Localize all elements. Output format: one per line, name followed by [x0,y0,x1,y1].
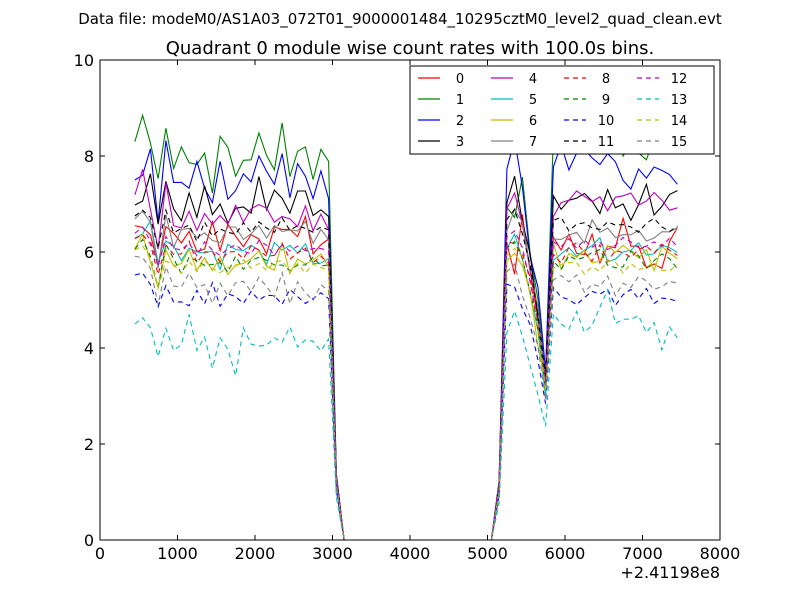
legend-label-7: 7 [529,135,537,150]
legend-label-5: 5 [529,93,537,108]
legend-label-11: 11 [598,135,615,150]
series-line-11 [134,208,678,541]
legend-label-0: 0 [456,72,464,87]
series-line-13 [134,288,678,541]
series-line-15 [134,255,678,541]
legend-label-3: 3 [456,135,464,150]
legend-label-4: 4 [529,72,537,87]
x-tick-label: 3000 [312,544,353,563]
x-tick-label: 4000 [390,544,431,563]
legend-label-6: 6 [529,114,537,129]
series-line-8 [134,234,678,541]
y-tick-label: 10 [74,51,94,70]
legend-label-8: 8 [602,72,610,87]
x-tick-label: 5000 [467,544,508,563]
y-tick-label: 4 [84,339,94,358]
chart-title: Quadrant 0 module wise count rates with … [166,38,655,59]
legend-frame [409,65,715,155]
figure-suptitle: Data file: modeM0/AS1A03_072T01_90000014… [78,10,722,29]
legend-label-13: 13 [671,93,688,108]
legend-label-1: 1 [456,93,464,108]
x-tick-label: 7000 [622,544,663,563]
x-tick-label: 2000 [235,544,276,563]
x-tick-label: 0 [95,544,105,563]
legend-label-2: 2 [456,114,464,129]
y-tick-label: 2 [84,435,94,454]
y-tick-label: 6 [84,243,94,262]
legend-label-12: 12 [671,72,688,87]
x-offset-label: +2.41198e8 [620,563,720,582]
x-tick-label: 6000 [545,544,586,563]
legend-label-9: 9 [602,93,610,108]
x-tick-label: 8000 [700,544,741,563]
legend-label-15: 15 [671,135,688,150]
legend-label-10: 10 [598,114,615,129]
y-tick-label: 8 [84,147,94,166]
x-tick-label: 1000 [157,544,198,563]
plot-frame [99,59,721,541]
y-tick-label: 0 [84,531,94,550]
legend-label-14: 14 [671,114,688,129]
